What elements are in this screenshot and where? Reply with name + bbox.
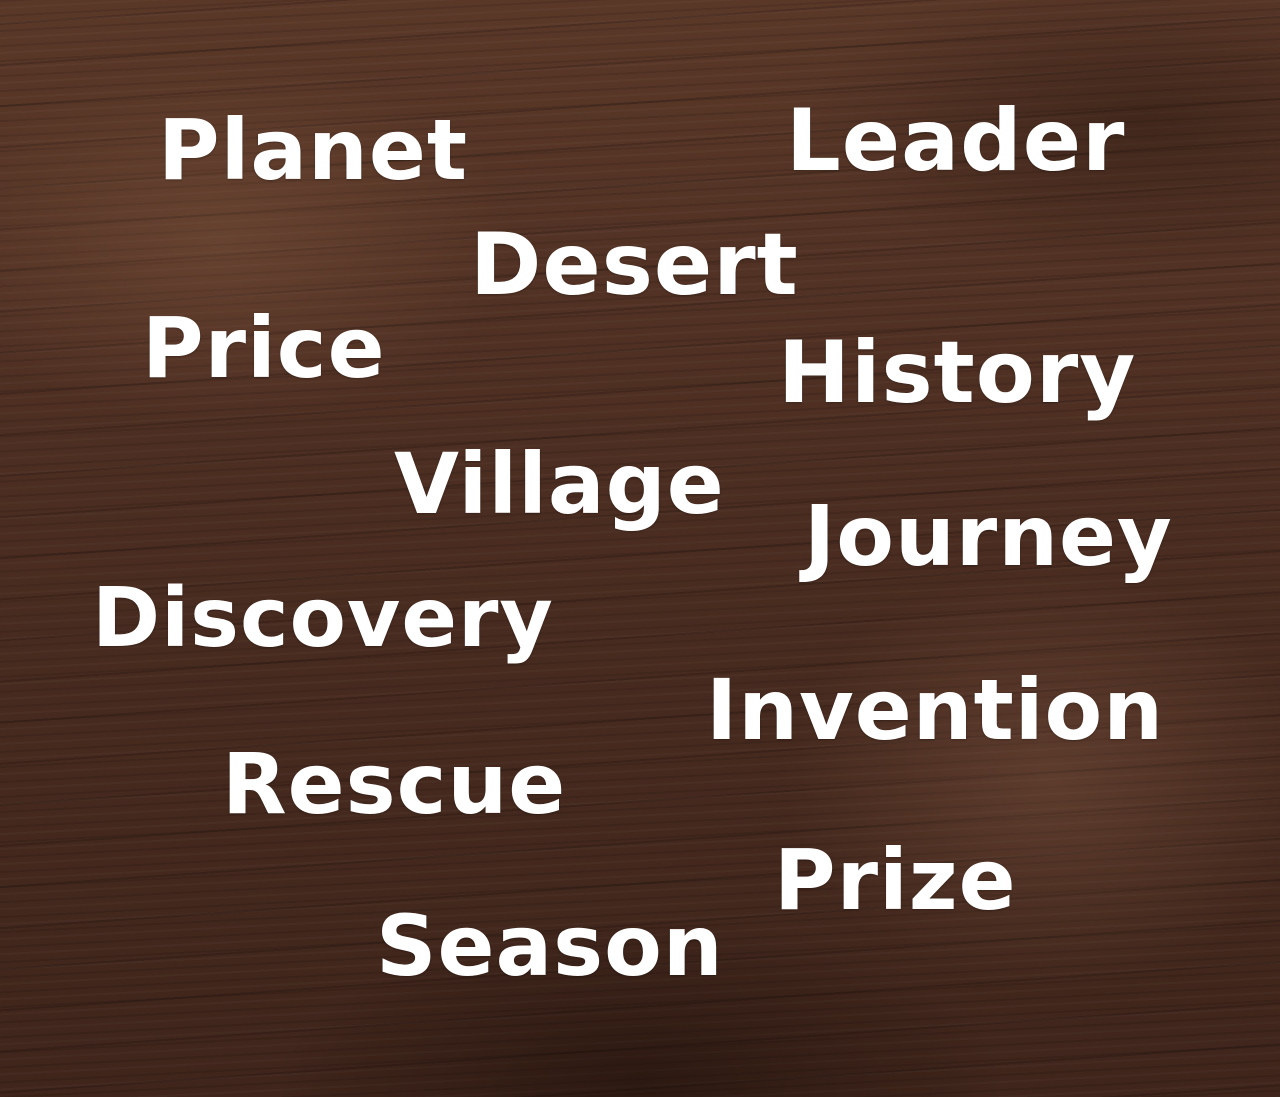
word-discovery: Discovery [92,571,554,666]
word-invention: Invention [706,661,1165,759]
word-history: History [778,323,1137,423]
word-desert: Desert [470,215,799,315]
word-planet: Planet [158,101,468,199]
word-village: Village [394,435,725,533]
word-leader: Leader [786,91,1126,191]
word-rescue: Rescue [222,735,567,833]
word-season: Season [376,897,724,995]
word-journey: Journey [804,487,1173,585]
word-price: Price [142,299,386,397]
word-prize: Prize [774,831,1017,929]
